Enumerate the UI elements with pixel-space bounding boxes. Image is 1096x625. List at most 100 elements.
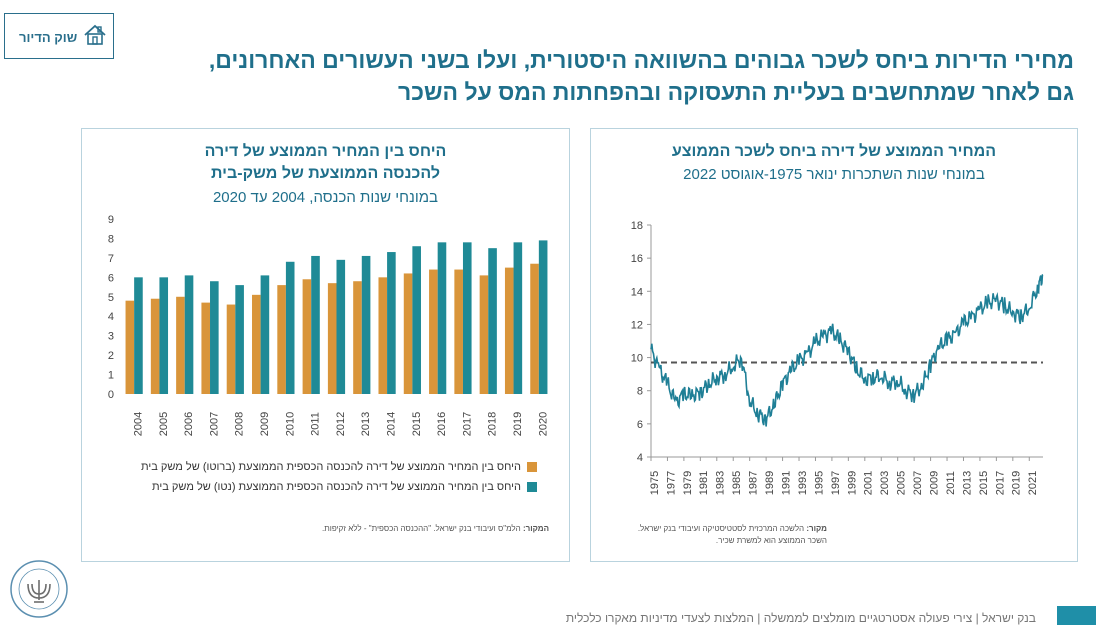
legend-item-gross: היחס בין המחיר הממוצע של דירה להכנסה הכס… — [141, 457, 537, 477]
bar-chart-title-line1: היחס בין המחיר הממוצע של דירה — [204, 143, 447, 160]
legend-label-gross: היחס בין המחיר הממוצע של דירה להכנסה הכס… — [141, 461, 521, 473]
x-tick-label: 2005 — [896, 471, 908, 495]
page-title: מחירי הדירות ביחס לשכר גבוהים בהשוואה הי… — [174, 44, 1074, 108]
x-tick-label: 2013 — [360, 412, 372, 436]
line-chart-panel: המחיר הממוצע של דירה ביחס לשכר הממוצע במ… — [590, 128, 1078, 562]
x-tick-label: 2019 — [1011, 471, 1023, 495]
line-chart-source: מקור: הלשכה המרכזית לסטטיסטיקה ועיבודי ב… — [638, 523, 827, 547]
x-tick-label: 1989 — [764, 471, 776, 495]
bar-net-2019 — [513, 242, 523, 394]
bar-net-2015 — [412, 246, 421, 394]
bar-gross-2004 — [125, 300, 135, 394]
bar-gross-2019 — [504, 267, 514, 394]
bar-net-2020 — [538, 240, 548, 394]
legend-label-net: היחס בין המחיר הממוצע של דירה להכנסה הכס… — [152, 481, 521, 493]
y-tick-label: 8 — [108, 233, 114, 245]
x-tick-label: 1985 — [731, 471, 743, 495]
line-chart-title: המחיר הממוצע של דירה ביחס לשכר הממוצע — [671, 143, 997, 160]
page-number-box — [1057, 606, 1096, 625]
price-to-wage-line — [650, 273, 1044, 427]
footer-text: בנק ישראל | צירי פעולה אסטרטגיים מומלצים… — [565, 611, 1036, 625]
x-tick-label: 2017 — [994, 471, 1006, 495]
x-tick-label: 1983 — [715, 471, 727, 495]
line-chart-source-label: מקור: — [806, 524, 827, 533]
x-tick-label: 2020 — [537, 412, 549, 436]
bar-gross-2007 — [201, 302, 211, 394]
y-tick-label: 6 — [637, 419, 643, 431]
y-tick-label: 4 — [637, 452, 643, 464]
x-tick-label: 2011 — [310, 412, 322, 436]
x-tick-label: 2001 — [863, 471, 875, 495]
house-icon — [84, 24, 106, 45]
y-tick-label: 16 — [631, 253, 643, 265]
bar-net-2013 — [361, 255, 371, 394]
bar-gross-2018 — [479, 275, 489, 394]
x-tick-label: 2007 — [208, 412, 220, 436]
x-tick-label: 2018 — [487, 412, 499, 436]
y-tick-label: 3 — [108, 331, 114, 343]
bar-net-2012 — [336, 259, 346, 394]
x-tick-label: 1987 — [748, 471, 760, 495]
line-chart-source-line2: השכר הממוצע הוא למשרת שכיר. — [715, 536, 827, 545]
y-tick-label: 1 — [108, 370, 114, 382]
section-tag[interactable]: שוק הדיור — [4, 13, 114, 59]
bar-gross-2012 — [327, 283, 337, 394]
x-tick-label: 1977 — [665, 471, 677, 495]
bar-net-2016 — [437, 242, 447, 394]
x-tick-label: 2014 — [385, 412, 397, 436]
y-tick-label: 7 — [108, 253, 114, 265]
bar-net-2005 — [159, 277, 169, 394]
bar-gross-2010 — [277, 285, 286, 394]
x-tick-label: 2019 — [512, 412, 524, 436]
bar-chart: 0 1 2 3 4 5 6 7 8 9 2004 2005 2006 2007 2008 2009 2010 20… — [108, 214, 549, 436]
bar-chart-title-line2: להכנסה הממוצעת של משק-בית — [211, 165, 440, 182]
bar-net-2007 — [210, 281, 219, 394]
y-tick-label: 0 — [108, 389, 114, 401]
x-tick-label: 2015 — [978, 471, 990, 495]
bar-net-2017 — [462, 242, 472, 394]
bar-chart-source: המקור: הלמ"ס ועיבודי בנק ישראל. "ההכנסה … — [322, 523, 549, 535]
x-tick-label: 2008 — [234, 412, 246, 436]
x-tick-label: 1981 — [698, 471, 710, 495]
section-tag-label: שוק הדיור — [19, 30, 78, 45]
line-chart-source-text: הלשכה המרכזית לסטטיסטיקה ועיבודי בנק ישר… — [637, 524, 807, 533]
bar-net-2011 — [311, 255, 320, 394]
x-tick-label: 1995 — [813, 471, 825, 495]
bar-net-2009 — [260, 275, 270, 394]
x-tick-label: 1999 — [846, 471, 858, 495]
bar-net-2004 — [134, 277, 143, 394]
y-tick-label: 14 — [631, 286, 643, 298]
x-tick-label: 1997 — [830, 471, 842, 495]
y-tick-label: 18 — [631, 220, 643, 232]
y-tick-label: 5 — [108, 292, 114, 304]
bar-gross-2014 — [378, 277, 388, 394]
x-tick-label: 2010 — [284, 412, 296, 436]
x-tick-label: 1979 — [682, 471, 694, 495]
x-tick-label: 2005 — [158, 412, 170, 436]
y-tick-label: 12 — [631, 319, 643, 331]
x-tick-label: 2017 — [461, 412, 473, 436]
x-tick-label: 2009 — [259, 412, 271, 436]
bar-chart-panel: היחס בין המחיר הממוצע של דירה להכנסה הממ… — [81, 128, 570, 562]
y-tick-label: 6 — [108, 272, 114, 284]
bar-gross-2008 — [226, 304, 236, 394]
bar-gross-2006 — [176, 296, 185, 394]
line-chart-subtitle: במונחי שנות השתכרות ינואר 1975-אוגוסט 20… — [683, 166, 985, 183]
x-tick-label: 1975 — [649, 471, 661, 495]
bar-gross-2013 — [353, 281, 362, 394]
page-title-line2: גם לאחר שמתחשבים בעליית התעסוקה ובהפחתות… — [398, 79, 1074, 105]
bar-net-2018 — [488, 248, 497, 394]
bar-gross-2005 — [150, 298, 160, 394]
x-tick-label: 2009 — [928, 471, 940, 495]
x-tick-label: 2021 — [1027, 471, 1039, 495]
bar-net-2006 — [184, 275, 194, 394]
bar-gross-2016 — [429, 269, 438, 394]
bar-gross-2017 — [454, 269, 463, 394]
legend-swatch-net — [527, 482, 537, 492]
bar-net-2010 — [285, 261, 295, 394]
x-tick-label: 2013 — [961, 471, 973, 495]
bar-chart-legend: היחס בין המחיר הממוצע של דירה להכנסה הכס… — [141, 457, 537, 497]
x-tick-label: 2015 — [411, 412, 423, 436]
bar-net-2014 — [387, 252, 396, 394]
bar-gross-2009 — [252, 294, 261, 394]
